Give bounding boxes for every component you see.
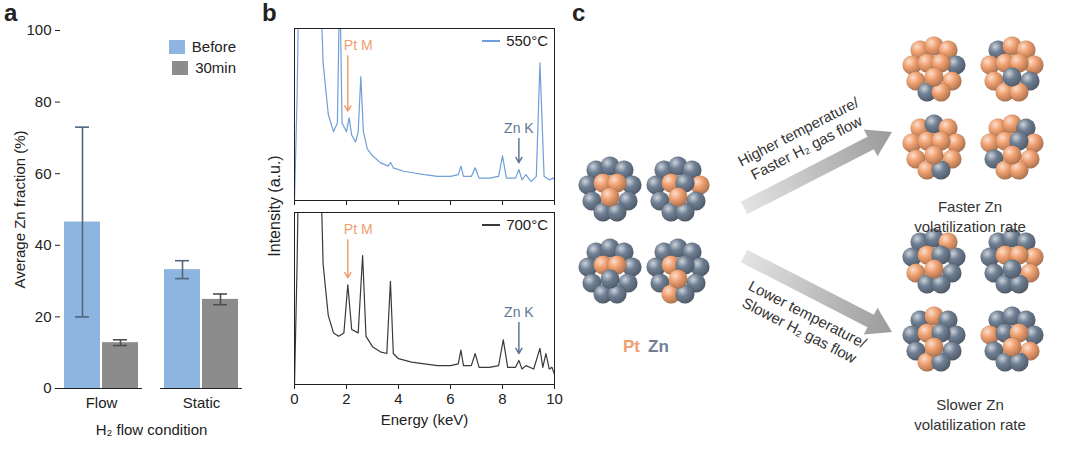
svg-text:Slower Zn: Slower Zn — [936, 396, 1004, 413]
svg-text:100: 100 — [26, 21, 51, 38]
svg-text:2: 2 — [342, 390, 350, 407]
svg-text:volatilization rate: volatilization rate — [914, 416, 1026, 433]
svg-text:Pt M: Pt M — [344, 37, 373, 53]
svg-text:0: 0 — [43, 379, 51, 396]
svg-text:Energy (keV): Energy (keV) — [381, 411, 469, 428]
html-text:Before: Before — [191, 38, 236, 55]
svg-text:H₂ flow condition: H₂ flow condition — [96, 421, 208, 438]
svg-text:Zn K: Zn K — [504, 120, 534, 136]
svg-text:10: 10 — [546, 390, 563, 407]
html-text:b: b — [262, 0, 277, 26]
svg-text:Pt M: Pt M — [344, 221, 373, 237]
svg-text:Slower H₂ gas flow: Slower H₂ gas flow — [740, 294, 860, 367]
svg-text:Pt: Pt — [623, 337, 640, 356]
svg-text:0: 0 — [290, 390, 298, 407]
svg-text:Higher temperature/: Higher temperature/ — [734, 93, 862, 170]
html-text:a: a — [4, 0, 18, 26]
svg-text:60: 60 — [35, 165, 52, 182]
html-text:550°C: 550°C — [506, 32, 548, 49]
svg-text:Zn: Zn — [648, 337, 669, 356]
svg-text:Lower temperature/: Lower temperature/ — [746, 276, 870, 352]
svg-text:Zn K: Zn K — [504, 304, 534, 320]
svg-text:6: 6 — [446, 390, 454, 407]
html-text:c: c — [572, 0, 586, 26]
svg-text:Flow: Flow — [86, 394, 118, 411]
svg-text:8: 8 — [498, 390, 506, 407]
svg-text:Intensity (a.u.): Intensity (a.u.) — [266, 155, 283, 256]
svg-text:20: 20 — [35, 308, 52, 325]
svg-text:Average Zn fraction (%): Average Zn fraction (%) — [11, 130, 28, 288]
svg-text:40: 40 — [35, 236, 52, 253]
svg-text:4: 4 — [394, 390, 402, 407]
svg-text:volatilization rate: volatilization rate — [914, 218, 1026, 235]
html-text:30min: 30min — [195, 59, 236, 76]
svg-text:Faster Zn: Faster Zn — [938, 198, 1002, 215]
svg-text:Faster H₂ gas flow: Faster H₂ gas flow — [748, 112, 865, 183]
svg-text:80: 80 — [35, 93, 52, 110]
html-text:700°C: 700°C — [506, 216, 548, 233]
svg-text:Static: Static — [183, 394, 221, 411]
